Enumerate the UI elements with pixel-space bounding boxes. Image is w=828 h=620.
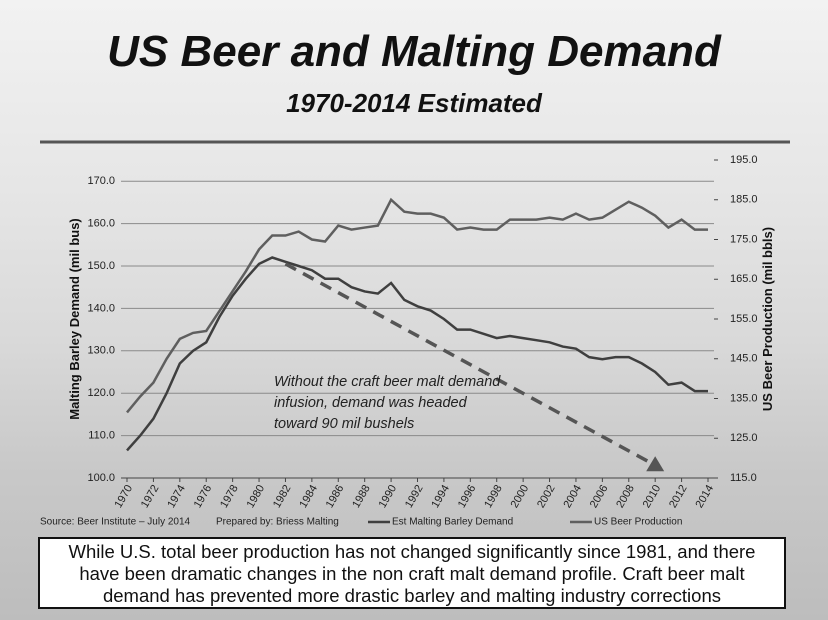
y2-tick-label: 175.0 — [730, 233, 758, 245]
y2-tick-label: 185.0 — [730, 194, 758, 206]
legend-label: Est Malting Barley Demand — [392, 517, 513, 528]
source: Source: Beer Institute – July 2014 — [40, 517, 191, 528]
y2-tick-label: 155.0 — [730, 313, 758, 325]
y2-axis-label: US Beer Production (mil bbls) — [760, 227, 775, 411]
x-tick-label: 1998 — [482, 483, 505, 510]
y-tick-label: 130.0 — [87, 345, 115, 357]
x-tick-label: 1992 — [403, 483, 426, 510]
x-tick-label: 1970 — [112, 483, 135, 510]
y-tick-label: 110.0 — [88, 430, 115, 442]
chart-subtitle: 1970-2014 Estimated — [286, 88, 543, 118]
y-axis-label: Malting Barley Demand (mil bus) — [67, 218, 82, 420]
x-tick-label: 2012 — [667, 483, 690, 510]
x-tick-label: 1984 — [297, 483, 320, 510]
x-tick-label: 2006 — [588, 483, 611, 510]
x-tick-label: 1982 — [271, 483, 294, 510]
series-line — [126, 197, 708, 414]
x-tick-label: 2008 — [614, 483, 637, 510]
x-tick-label: 2014 — [693, 483, 716, 510]
chart-title: US Beer and Malting Demand — [107, 27, 722, 76]
x-tick-label: 1990 — [377, 483, 400, 510]
footer-note: While U.S. total beer production has not… — [38, 537, 786, 609]
y2-tick-label: 165.0 — [730, 273, 758, 285]
x-tick-label: 1986 — [324, 483, 347, 510]
x-tick-label: 1994 — [429, 483, 452, 510]
annotation: Without the craft beer malt demand infus… — [274, 374, 501, 432]
y-tick-label: 160.0 — [87, 218, 115, 230]
series-line — [126, 256, 708, 452]
y-tick-label: 100.0 — [87, 472, 115, 484]
y-tick-label: 170.0 — [87, 175, 115, 187]
x-tick-label: 2004 — [561, 483, 584, 510]
x-tick-label: 1980 — [245, 483, 268, 510]
y2-tick-label: 145.0 — [730, 353, 758, 365]
trend-line — [284, 262, 657, 467]
x-tick-label: 1988 — [350, 483, 373, 510]
y2-tick-label: 125.0 — [730, 432, 758, 444]
y2-tick-label: 115.0 — [730, 472, 757, 484]
y2-tick-label: 195.0 — [730, 154, 758, 166]
y-tick-label: 140.0 — [87, 302, 115, 314]
y-tick-label: 150.0 — [87, 260, 115, 272]
prepared-by: Prepared by: Briess Malting — [216, 517, 339, 528]
y-tick-label: 120.0 — [87, 387, 115, 399]
x-tick-label: 1978 — [218, 483, 241, 510]
x-tick-label: 2000 — [509, 483, 532, 510]
x-tick-label: 1974 — [165, 483, 188, 510]
x-tick-label: 1976 — [192, 483, 215, 510]
legend-label: US Beer Production — [594, 517, 682, 528]
x-tick-label: 1996 — [456, 483, 479, 510]
trend-arrowhead — [646, 456, 665, 472]
x-tick-label: 2010 — [641, 483, 664, 510]
y2-tick-label: 135.0 — [730, 392, 758, 404]
x-tick-label: 2002 — [535, 483, 558, 510]
x-tick-label: 1972 — [139, 483, 162, 510]
